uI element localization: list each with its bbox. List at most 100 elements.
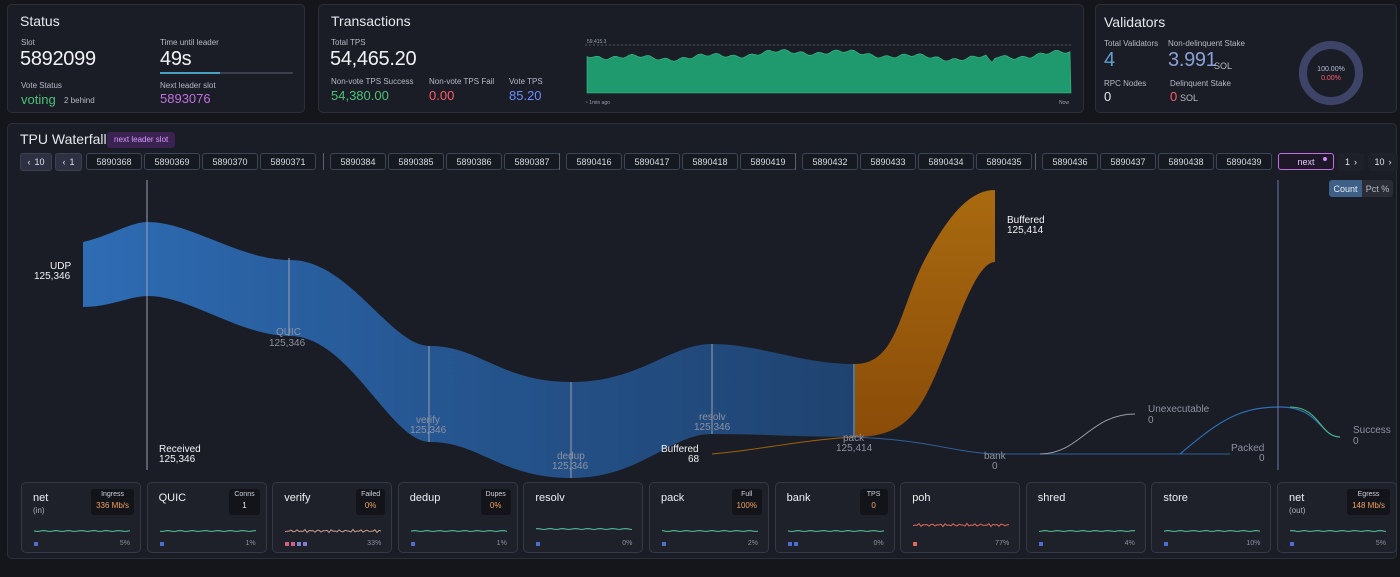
slot-button[interactable]: 5890432	[802, 153, 858, 170]
back-1-button[interactable]: ‹ 1	[55, 153, 82, 171]
stage-buffered-big-name: Buffered	[1007, 215, 1045, 226]
slot-button[interactable]: 5890434	[918, 153, 974, 170]
back-10-button[interactable]: ‹ 10	[20, 153, 52, 171]
tile-metric-label: Ingress	[101, 491, 125, 498]
tile-name: verify	[284, 492, 311, 504]
back-10-label: 10	[34, 157, 45, 167]
tile-utilization-dots	[34, 542, 38, 546]
slot-button[interactable]: 5890416	[566, 153, 622, 170]
slot-button[interactable]: 5890385	[388, 153, 444, 170]
stage-quic-value: 125,346	[269, 338, 306, 349]
tile-metric-value: 0%	[364, 501, 377, 510]
tile-utilization-pct: 33%	[367, 540, 382, 547]
count-toggle[interactable]: Count	[1329, 180, 1362, 197]
tile-metric-value: 0%	[489, 501, 502, 510]
stage-received-name: Received	[159, 444, 201, 455]
slot-button[interactable]: 5890438	[1158, 153, 1214, 170]
tile-sparkline-path	[662, 530, 758, 532]
waterfall-buffered-small-line	[711, 436, 856, 455]
slot-button[interactable]: 5890439	[1216, 153, 1272, 170]
tile-metric-value: 148 Mb/s	[1352, 501, 1385, 510]
tile-card-shred: shred 4%	[1025, 482, 1146, 553]
vote-behind: 2 behind	[64, 96, 95, 105]
status-panel: Status Slot 5892099 Time until leader 49…	[7, 4, 305, 113]
slot-group-separator	[559, 153, 560, 170]
vote-tps-label: Vote TPS	[509, 77, 543, 86]
tile-card-store: store 10%	[1151, 482, 1272, 553]
next-label: next	[1297, 156, 1315, 167]
stage-bank-name: bank	[984, 451, 1006, 462]
slot-button[interactable]: 5890370	[202, 153, 258, 170]
pct-toggle[interactable]: Pct %	[1362, 180, 1393, 197]
slot-button[interactable]: 5890369	[144, 153, 200, 170]
slot-button[interactable]: 5890436	[1042, 153, 1098, 170]
tile-card-dedup: dedup Dupes 0% 1%	[397, 482, 518, 553]
waterfall-unexecutable-line	[1039, 413, 1136, 455]
tile-utilization-pct: 0%	[873, 540, 884, 547]
time-until-leader-label: Time until leader	[160, 38, 219, 47]
tile-sparkline	[662, 530, 758, 532]
tile-sparkline-path	[1164, 530, 1261, 532]
tile-utilization-pct: 5%	[119, 540, 130, 547]
chevron-left-icon: ‹	[62, 157, 66, 167]
rpc-nodes-value: 0	[1104, 89, 1112, 104]
tile-utilization-dots	[410, 542, 415, 546]
nondelinquent-stake-unit: SOL	[1214, 61, 1233, 71]
slot-button[interactable]: 5890387	[504, 153, 560, 170]
tile-subname: (in)	[33, 506, 45, 515]
total-tps-value: 54,465.20	[330, 48, 417, 70]
stage-buffered-big-value: 125,414	[1007, 225, 1044, 236]
tile-dot	[410, 542, 415, 546]
slot-button[interactable]: 5890437	[1100, 153, 1156, 170]
tile-dot	[913, 542, 918, 546]
tile-metric: TPS 0	[859, 489, 888, 515]
next-leader-slot-badge: next leader slot	[107, 132, 176, 148]
slot-button[interactable]: 5890433	[860, 153, 916, 170]
slot-button[interactable]: 5890386	[446, 153, 502, 170]
stage-success-name: Success	[1353, 425, 1391, 436]
nondelinquent-stake-label: Non-delinquent Stake	[1168, 39, 1245, 48]
stage-resolv-value: 125,346	[694, 422, 731, 433]
tile-metric-label: Full	[741, 491, 753, 498]
tile-name: bank	[786, 492, 811, 504]
time-until-leader-value: 49s	[160, 48, 192, 70]
forward-10-button[interactable]: 10 ›	[1368, 153, 1398, 171]
total-validators-label: Total Validators	[1104, 39, 1159, 48]
slot-label: Slot	[21, 38, 35, 47]
status-title: Status	[20, 13, 60, 29]
stage-buffered-small-name: Buffered	[661, 444, 699, 455]
tile-utilization-pct: 4%	[1124, 540, 1135, 547]
next-slot-button[interactable]: next	[1278, 153, 1334, 170]
tile-sparkline-path	[787, 530, 884, 532]
tile-utilization-pct: 2%	[747, 540, 758, 547]
tile-card-bank: bank TPS 0 0%	[774, 482, 895, 553]
stage-pack-name: pack	[843, 433, 865, 444]
tile-card-pack: pack Full 100% 2%	[649, 482, 769, 553]
slot-button[interactable]: 5890417	[624, 153, 680, 170]
slot-button[interactable]: 5890368	[86, 153, 142, 170]
tile-card-verify: verify Failed 0% 33%	[272, 482, 393, 553]
tile-sparkline	[1290, 530, 1386, 532]
tile-metric: Egress 148 Mb/s	[1347, 489, 1390, 515]
tile-dot	[536, 542, 541, 546]
stage-buffered-small-value: 68	[688, 454, 700, 465]
tile-utilization-dots	[536, 542, 541, 546]
slot-button[interactable]: 5890418	[682, 153, 738, 170]
tile-utilization-dots	[662, 542, 666, 546]
slot-button[interactable]: 5890371	[260, 153, 316, 170]
tile-metric: Conns 1	[229, 489, 260, 515]
next-leader-slot-label: Next leader slot	[160, 81, 216, 90]
nonvote-fail-label: Non-vote TPS Fail	[429, 77, 495, 86]
tile-dot	[787, 542, 792, 546]
tile-sparkline-path	[34, 530, 130, 532]
chevron-right-icon: ›	[1388, 157, 1392, 167]
tile-metric-label: Dupes	[485, 491, 506, 498]
slot-button[interactable]: 5890435	[976, 153, 1032, 170]
total-validators-value: 4	[1104, 49, 1115, 71]
tile-name: resolv	[535, 492, 565, 504]
slot-button[interactable]: 5890384	[330, 153, 386, 170]
forward-1-button[interactable]: 1 ›	[1338, 153, 1364, 171]
stage-dedup-name: dedup	[557, 451, 585, 462]
stage-dedup-value: 125,346	[552, 461, 589, 472]
delinquent-stake-label: Delinquent Stake	[1170, 79, 1231, 88]
